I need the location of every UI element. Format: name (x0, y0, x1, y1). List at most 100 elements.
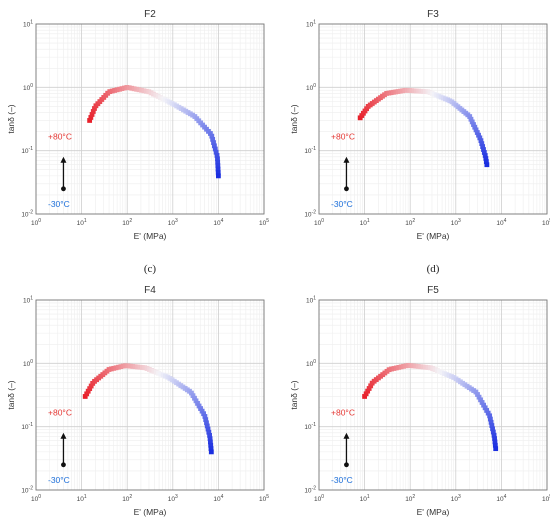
x-tick-label: 105 (259, 218, 269, 227)
data-point (84, 391, 90, 397)
data-point (211, 143, 217, 149)
data-point (89, 112, 95, 117)
x-tick-label: 102 (405, 494, 415, 503)
annotation-cold: -30°C (48, 199, 70, 209)
panel-caption: (c) (144, 263, 157, 275)
arrow-head (343, 156, 350, 163)
y-tick-label: 100 (306, 359, 316, 368)
data-point (420, 364, 426, 370)
arrow-head (60, 432, 67, 439)
y-tick-label: 10-1 (21, 422, 33, 431)
y-axis-label: tanδ (–) (6, 104, 16, 133)
data-point (207, 436, 213, 442)
data-point (481, 402, 487, 408)
y-axis-label: tanδ (–) (6, 380, 16, 409)
x-tick-label: 102 (405, 218, 415, 227)
arrow-head (60, 156, 67, 163)
data-point (483, 156, 489, 161)
x-tick-label: 101 (77, 494, 87, 503)
panel-f5: 100 101 102 103 104 105 10-2 10-1 100 101 F5 E' (MP… (289, 285, 550, 517)
x-tick-label: 104 (496, 218, 506, 227)
data-point (208, 442, 214, 448)
data-point (489, 423, 495, 428)
x-tick-label: 101 (360, 494, 370, 503)
data-point (134, 86, 139, 92)
data-point (192, 395, 197, 401)
y-tick-label: 10-1 (304, 146, 316, 155)
panel-f3: 100 101 102 103 104 105 10-2 10-1 100 101 F3 E' (MP… (289, 9, 550, 275)
data-point (403, 363, 409, 369)
data-point (121, 85, 127, 91)
data-point (206, 429, 212, 435)
data-point (365, 388, 371, 394)
data-point (107, 89, 113, 95)
data-point (117, 86, 122, 92)
panel-f4: 100 101 102 103 104 105 10-2 10-1 100 101 F4 E' (MP… (6, 285, 269, 517)
annotation-cold: -30°C (331, 475, 353, 485)
data-point (204, 420, 209, 426)
y-tick-label: 100 (306, 83, 316, 92)
data-point (491, 432, 497, 438)
y-tick-label: 101 (306, 20, 316, 29)
data-point (212, 146, 218, 152)
x-tick-label: 105 (259, 494, 269, 503)
data-point (474, 130, 480, 135)
data-point (473, 389, 479, 395)
data-point (368, 383, 374, 389)
data-point (214, 153, 220, 158)
arrow-origin-dot (344, 462, 349, 468)
x-tick-label: 103 (451, 218, 461, 227)
data-point (483, 159, 489, 165)
data-point (215, 166, 221, 172)
data-point (476, 394, 482, 400)
data-point (487, 416, 493, 422)
data-point (190, 393, 196, 399)
data-point (479, 141, 485, 146)
arrow-origin-dot (344, 186, 349, 192)
data-point (473, 127, 479, 133)
data-point (484, 162, 490, 168)
data-point (425, 365, 431, 370)
data-point (362, 394, 367, 399)
x-axis-label: E' (MPa) (417, 231, 450, 241)
y-tick-label: 100 (23, 359, 33, 368)
data-point (423, 364, 428, 370)
data-point (141, 88, 147, 94)
arrow-origin-dot (61, 462, 66, 468)
y-tick-label: 101 (23, 296, 33, 305)
data-point (406, 362, 411, 368)
data-point (476, 132, 481, 138)
data-point (467, 114, 473, 119)
plot-frame (318, 299, 548, 491)
data-point (468, 116, 474, 122)
data-point (398, 364, 404, 370)
y-tick-label: 101 (306, 296, 316, 305)
data-point (126, 85, 132, 91)
x-tick-label: 104 (213, 494, 223, 503)
annotation-cold: -30°C (331, 199, 353, 209)
plot-frame (35, 23, 265, 215)
data-point (479, 400, 485, 405)
x-tick-label: 100 (314, 494, 324, 503)
data-point (129, 85, 135, 91)
y-tick-label: 100 (23, 83, 33, 92)
data-point (189, 390, 194, 396)
data-point (199, 408, 205, 414)
data-point (481, 147, 486, 152)
annotation-hot: +80°C (48, 408, 72, 418)
data-point (471, 122, 476, 127)
data-point (88, 115, 94, 120)
data-point (484, 408, 490, 413)
data-point (475, 392, 480, 397)
x-tick-label: 104 (213, 218, 223, 227)
y-tick-label: 10-2 (21, 210, 33, 219)
plot-area (319, 24, 547, 214)
data-point (215, 163, 221, 169)
data-point (109, 88, 115, 94)
data-point (209, 133, 215, 139)
x-tick-label: 104 (496, 494, 506, 503)
chart-title: F2 (144, 9, 156, 20)
x-axis-label: E' (MPa) (417, 507, 450, 517)
data-point (488, 419, 494, 425)
